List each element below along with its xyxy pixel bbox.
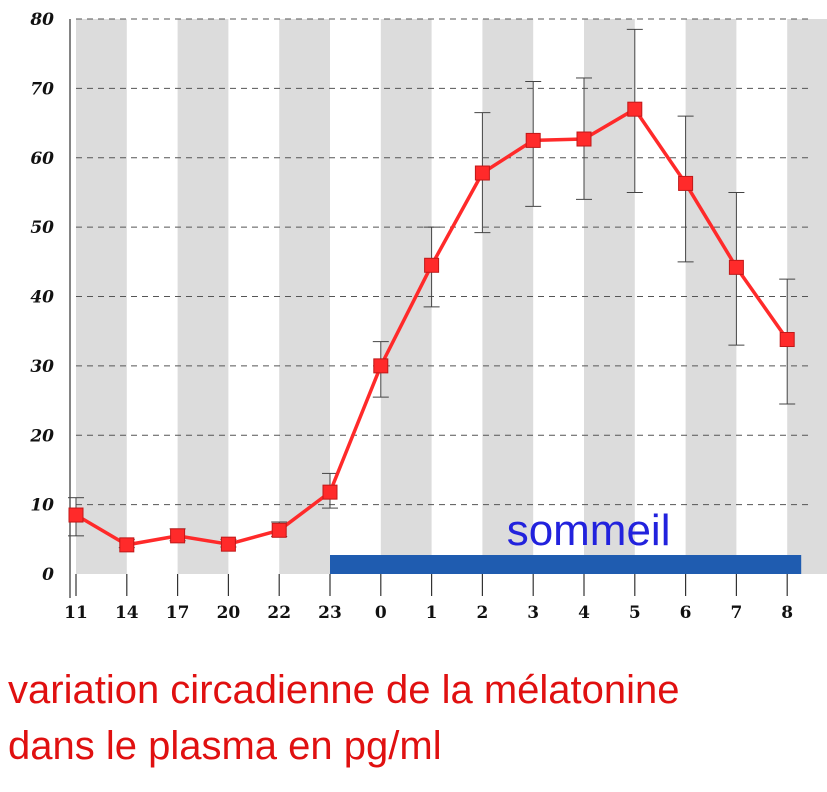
y-tick-label: 60 <box>30 149 54 169</box>
x-tick-label: 6 <box>680 603 692 623</box>
data-point <box>271 522 287 538</box>
x-tick-label: 7 <box>730 603 742 623</box>
data-point <box>525 132 541 148</box>
data-point <box>474 165 490 181</box>
data-point <box>322 484 338 500</box>
y-tick-labels: 0 10 20 30 40 50 60 70 80 <box>29 10 54 585</box>
data-point <box>220 536 236 552</box>
x-tick-label: 14 <box>115 603 139 623</box>
y-tick-label: 80 <box>29 10 54 30</box>
x-tick-label: 2 <box>476 603 488 623</box>
x-tick-label: 17 <box>166 603 190 623</box>
data-point <box>119 537 135 553</box>
y-tick-label: 0 <box>42 565 54 585</box>
sleep-label: sommeil <box>507 506 671 555</box>
chart-caption: variation circadienne de la mélatonine d… <box>8 662 827 774</box>
y-tick-label: 40 <box>30 288 54 308</box>
sleep-band-group: sommeil <box>330 506 802 574</box>
x-tick-labels: 11 14 17 20 22 23 0 1 2 3 4 5 6 7 8 <box>64 603 793 623</box>
caption-line-2: dans le plasma en pg/ml <box>8 724 442 768</box>
y-tick-label: 50 <box>30 218 54 238</box>
x-tick-label: 4 <box>578 603 590 623</box>
data-point <box>373 358 389 374</box>
data-point <box>576 131 592 147</box>
x-tick-label: 5 <box>629 603 641 623</box>
data-point <box>779 332 795 348</box>
x-tick-label: 8 <box>781 603 793 623</box>
data-point <box>728 259 744 275</box>
data-point <box>170 528 186 544</box>
y-tick-label: 20 <box>29 426 54 446</box>
x-tick-label: 11 <box>64 603 88 623</box>
data-point <box>678 175 694 191</box>
y-tick-label: 70 <box>30 79 54 99</box>
x-tick-label: 23 <box>318 603 342 623</box>
caption-line-1: variation circadienne de la mélatonine <box>8 668 680 712</box>
data-point <box>627 101 643 117</box>
data-point <box>424 257 440 273</box>
data-point <box>68 507 84 523</box>
x-tick-label: 3 <box>527 603 539 623</box>
gridlines <box>76 18 812 506</box>
data-markers <box>68 101 795 553</box>
y-tick-label: 30 <box>30 357 54 377</box>
x-tick-label: 22 <box>267 603 291 623</box>
x-tick-label: 1 <box>426 603 438 623</box>
y-tick-label: 10 <box>30 496 54 516</box>
x-tick-label: 0 <box>375 603 387 623</box>
sleep-bar <box>330 555 802 574</box>
axes <box>69 19 788 598</box>
x-tick-label: 20 <box>217 603 241 623</box>
